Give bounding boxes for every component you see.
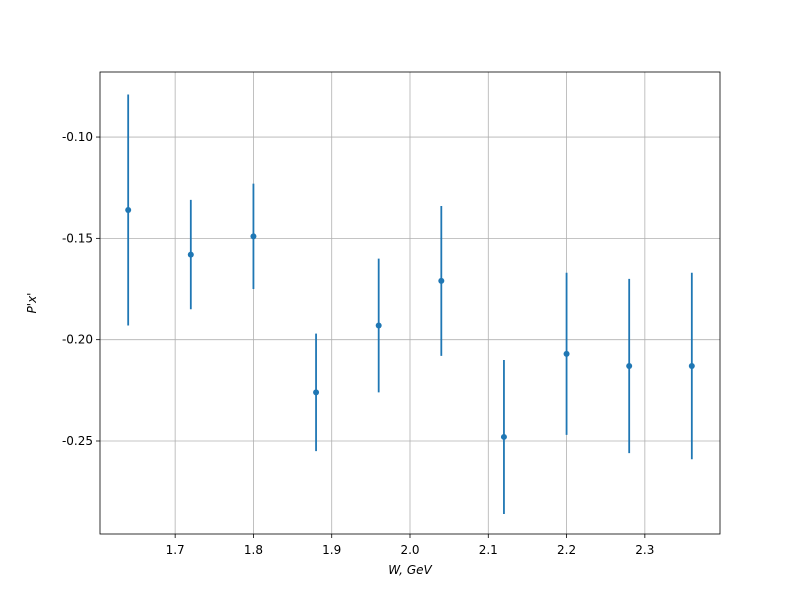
x-axis-label: W, GeV xyxy=(388,563,432,577)
x-tick-label: 2.3 xyxy=(635,543,654,557)
data-point xyxy=(500,433,507,440)
x-tick-label: 1.9 xyxy=(322,543,341,557)
y-tick-label: -0.10 xyxy=(62,130,93,144)
y-tick-label: -0.25 xyxy=(62,434,93,448)
data-point xyxy=(688,363,695,370)
x-tick-label: 1.8 xyxy=(244,543,263,557)
x-tick-label: 2.0 xyxy=(400,543,419,557)
x-tick-label: 1.7 xyxy=(166,543,185,557)
data-point xyxy=(250,233,257,240)
plot-frame xyxy=(99,71,721,535)
y-tick-label: -0.20 xyxy=(62,333,93,347)
x-tick-label: 2.2 xyxy=(557,543,576,557)
data-point xyxy=(375,322,382,329)
y-axis-label: P'x' xyxy=(25,293,39,314)
data-point xyxy=(438,277,445,284)
y-tick-label: -0.15 xyxy=(62,231,93,245)
data-point xyxy=(313,389,320,396)
data-point xyxy=(125,206,132,213)
data-point xyxy=(563,350,570,357)
data-point xyxy=(626,363,633,370)
data-point xyxy=(187,251,194,258)
x-tick-label: 2.1 xyxy=(479,543,498,557)
